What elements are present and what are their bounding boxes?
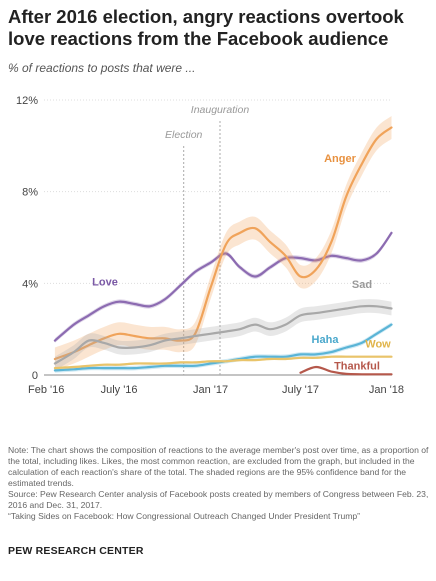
pew-logo-text: PEW RESEARCH CENTER: [8, 545, 144, 557]
wow-series-label: Wow: [365, 339, 391, 351]
love-series-line: [53, 231, 393, 342]
y-tick-label: 8%: [22, 187, 38, 199]
source-text: Source: Pew Research Center analysis of …: [8, 489, 429, 510]
sad-series-line: [53, 304, 393, 365]
x-tick-label: July '17: [282, 384, 319, 396]
x-tick-label: Jan '17: [193, 384, 228, 396]
chart-subtitle: % of reactions to posts that were ...: [8, 61, 196, 75]
note-text: Note: The chart shows the composition of…: [8, 445, 429, 488]
anger-series-line: [53, 126, 393, 361]
reactions-line-chart: 0 4% 8% 12% Feb '16 July '16 Jan '17 July '17 Ja…: [16, 95, 404, 396]
anger-confidence-band: [54, 116, 392, 371]
thankful-series-label: Thankful: [334, 360, 380, 372]
x-tick-label: July '16: [101, 384, 138, 396]
sad-series-label: Sad: [352, 279, 372, 291]
chart-notes: Note: The chart shows the composition of…: [8, 445, 430, 522]
y-tick-label: 0: [32, 370, 38, 382]
report-title: “Taking Sides on Facebook: How Congressi…: [8, 511, 361, 521]
sad-confidence-band: [54, 299, 392, 371]
haha-series-label: Haha: [312, 334, 340, 346]
event-label: Inauguration: [191, 104, 250, 116]
x-tick-label: Feb '16: [28, 384, 64, 396]
event-label: Election: [165, 129, 203, 141]
anger-series-label: Anger: [324, 153, 357, 165]
wow-series-line: [53, 355, 393, 370]
y-tick-label: 12%: [16, 95, 38, 107]
chart-title: After 2016 election, angry reactions ove…: [8, 6, 404, 49]
x-tick-label: Jan '18: [369, 384, 404, 396]
love-series-label: Love: [92, 277, 118, 289]
y-tick-label: 4%: [22, 278, 38, 290]
thankful-series-line: [299, 365, 393, 376]
